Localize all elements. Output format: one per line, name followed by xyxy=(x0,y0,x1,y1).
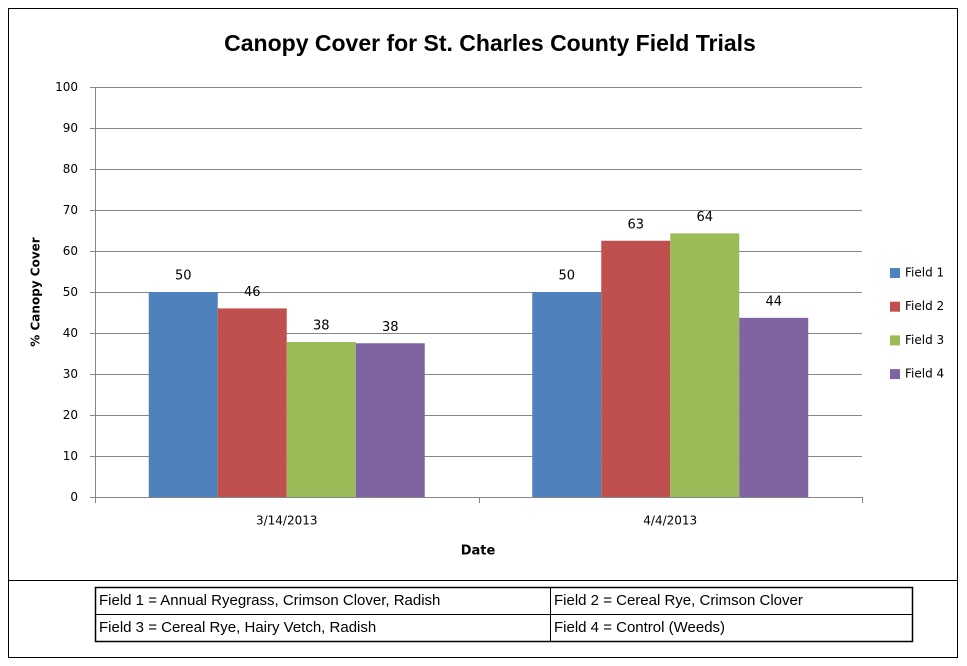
y-tick-label: 20 xyxy=(63,408,78,422)
table-cell: Field 4 = Control (Weeds) xyxy=(554,619,725,636)
data-label: 38 xyxy=(313,319,330,334)
legend-label: Field 1 xyxy=(905,266,944,280)
legend-label: Field 4 xyxy=(905,367,944,381)
legend-swatch xyxy=(890,301,900,312)
y-tick-label: 80 xyxy=(63,162,78,176)
bar xyxy=(355,343,425,497)
bar xyxy=(670,233,740,497)
data-label: 50 xyxy=(558,269,575,284)
bar xyxy=(532,292,602,497)
y-tick-label: 70 xyxy=(63,203,78,217)
y-tick-label: 40 xyxy=(63,326,78,340)
x-tick-label: 4/4/2013 xyxy=(643,514,697,528)
y-tick-label: 60 xyxy=(63,244,78,258)
table-cell: Field 1 = Annual Ryegrass, Crimson Clove… xyxy=(99,592,440,609)
table-cell: Field 2 = Cereal Rye, Crimson Clover xyxy=(554,592,803,609)
bar xyxy=(286,342,356,497)
data-label: 63 xyxy=(627,217,644,232)
y-tick-label: 30 xyxy=(63,367,78,381)
legend-swatch xyxy=(890,369,900,380)
y-tick-label: 100 xyxy=(55,80,78,94)
bar xyxy=(739,317,809,497)
y-axis-label: % Canopy Cover xyxy=(29,237,43,346)
legend-swatch xyxy=(890,268,900,278)
data-label: 38 xyxy=(382,320,399,335)
legend-swatch xyxy=(890,335,900,346)
y-tick-label: 90 xyxy=(63,121,78,135)
data-label: 64 xyxy=(696,210,713,225)
chart-title: Canopy Cover for St. Charles County Fiel… xyxy=(224,30,756,56)
bar xyxy=(217,308,287,497)
bar xyxy=(601,240,671,497)
x-tick-label: 3/14/2013 xyxy=(256,514,318,528)
table-cell: Field 3 = Cereal Rye, Hairy Vetch, Radis… xyxy=(99,619,376,636)
legend-label: Field 3 xyxy=(905,333,944,347)
data-label: 46 xyxy=(244,285,261,300)
bar xyxy=(148,292,218,497)
legend-label: Field 2 xyxy=(905,299,944,313)
notes-table: Field 1 = Annual Ryegrass, Crimson Clove… xyxy=(94,586,914,643)
data-label: 44 xyxy=(765,294,782,309)
data-label: 50 xyxy=(175,269,192,284)
y-tick-label: 50 xyxy=(63,285,78,299)
y-tick-label: 10 xyxy=(63,449,78,463)
y-tick-label: 0 xyxy=(70,490,78,504)
x-axis-label: Date xyxy=(461,544,496,559)
